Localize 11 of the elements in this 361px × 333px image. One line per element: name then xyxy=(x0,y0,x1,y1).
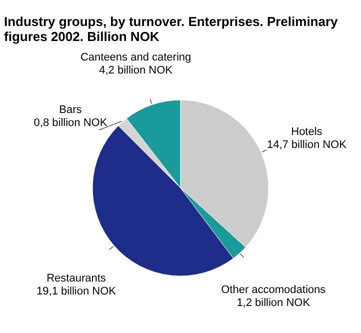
slice-label: Canteens and catering xyxy=(80,51,192,64)
chart-title: Industry groups, by turnover. Enterprises. Preliminary figures 2002. Billion NOK xyxy=(4,14,339,44)
slice-label: Other accomodations xyxy=(221,284,326,296)
slice-label: Bars xyxy=(59,104,82,116)
data-label: 4,2 billion NOK xyxy=(99,64,174,76)
data-label: 0,8 billion NOK xyxy=(34,116,108,129)
data-label: 14,7 billion NOK xyxy=(266,139,348,152)
slice-label: Hotels xyxy=(291,126,323,138)
data-label: 1,2 billion NOK xyxy=(236,297,311,310)
data-label: 19,1 billion NOK xyxy=(36,285,117,298)
slice-label: Restaurants xyxy=(46,272,106,284)
